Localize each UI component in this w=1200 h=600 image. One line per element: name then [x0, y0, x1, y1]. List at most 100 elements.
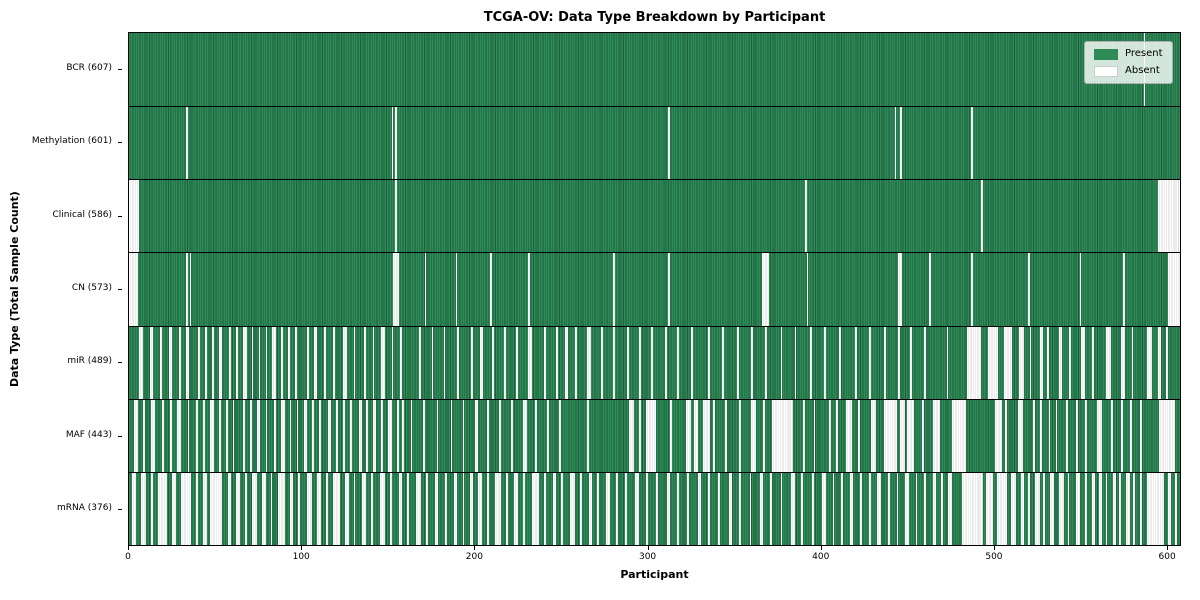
y-axis-tick	[118, 362, 122, 364]
absent-stripe	[780, 325, 783, 399]
y-axis-tick	[118, 215, 122, 217]
absent-stripe	[718, 471, 721, 545]
absent-stripe	[822, 471, 826, 545]
absent-stripe	[251, 325, 254, 399]
absent-stripe	[151, 398, 155, 472]
legend-label-present: Present	[1125, 48, 1163, 59]
row-MAF	[129, 398, 1180, 472]
absent-stripe	[1133, 471, 1136, 545]
absent-stripe	[1058, 325, 1063, 399]
absent-stripe	[410, 398, 413, 472]
absent-stripe	[232, 398, 235, 472]
y-axis-tick	[118, 289, 122, 290]
absent-stripe	[151, 471, 154, 545]
absent-stripe	[395, 179, 397, 253]
absent-stripe	[277, 471, 285, 545]
absent-stripe	[379, 471, 385, 545]
absent-stripe	[929, 252, 932, 326]
absent-stripe	[580, 471, 582, 545]
absent-stripe	[364, 325, 366, 399]
absent-stripe	[1005, 398, 1008, 472]
absent-stripe	[858, 398, 861, 472]
absent-stripe	[1034, 471, 1040, 545]
absent-stripe	[1147, 471, 1165, 545]
absent-stripe	[638, 325, 641, 399]
absent-stripe	[1065, 398, 1068, 472]
absent-stripe	[708, 325, 710, 399]
absent-stripe	[1058, 471, 1065, 545]
absent-stripe	[419, 325, 422, 399]
absent-stripe	[898, 325, 900, 399]
absent-stripe	[905, 471, 909, 545]
absent-stripe	[353, 471, 356, 545]
absent-stripe	[1122, 252, 1125, 326]
absent-stripe	[535, 398, 537, 472]
absent-stripe	[186, 252, 188, 326]
absent-stripe	[668, 106, 671, 180]
absent-stripe	[739, 471, 741, 545]
absent-stripe	[1027, 252, 1030, 326]
absent-stripe	[951, 398, 966, 472]
absent-stripe	[1019, 325, 1025, 399]
absent-stripe	[970, 252, 973, 326]
absent-stripe	[922, 398, 925, 472]
absent-stripe	[1157, 325, 1161, 399]
absent-stripe	[597, 471, 600, 545]
absent-stripe	[761, 252, 769, 326]
absent-stripe	[474, 398, 479, 472]
x-tick-label: 0	[125, 552, 131, 562]
absent-stripe	[870, 398, 876, 472]
absent-stripe	[170, 398, 173, 472]
absent-stripe	[924, 471, 926, 545]
absent-stripe	[811, 471, 814, 545]
absent-stripe	[1033, 398, 1035, 472]
absent-stripe	[431, 325, 434, 399]
absent-stripe	[697, 471, 702, 545]
absent-stripe	[1121, 398, 1123, 472]
absent-stripe	[737, 325, 740, 399]
absent-stripe	[189, 252, 192, 326]
absent-stripe	[988, 325, 999, 399]
x-axis-tick	[647, 546, 649, 550]
absent-stripe	[1157, 179, 1180, 253]
absent-stripe	[810, 325, 812, 399]
absent-stripe	[180, 471, 192, 545]
absent-stripe	[243, 398, 245, 472]
y-row-label-BCR: BCR (607)	[66, 62, 112, 73]
x-axis-tick	[474, 546, 476, 550]
absent-stripe	[685, 398, 691, 472]
absent-stripe	[626, 325, 629, 399]
absent-stripe	[841, 471, 843, 545]
absent-stripe	[813, 398, 816, 472]
absent-stripe	[362, 471, 366, 545]
absent-stripe	[294, 325, 297, 399]
absent-stripe	[236, 325, 238, 399]
absent-stripe	[426, 471, 429, 545]
absent-stripe	[1105, 471, 1108, 545]
absent-stripe	[823, 325, 826, 399]
absent-stripe	[270, 471, 273, 545]
absent-stripe	[1159, 398, 1175, 472]
absent-stripe	[258, 325, 261, 399]
absent-stripe	[218, 325, 223, 399]
absent-stripe	[932, 398, 940, 472]
absent-stripe	[1081, 325, 1085, 399]
absent-stripe	[884, 398, 897, 472]
absent-stripe	[772, 398, 793, 472]
absent-stripe	[528, 325, 532, 399]
absent-stripe	[751, 325, 754, 399]
absent-stripe	[327, 398, 332, 472]
absent-stripe	[528, 252, 531, 326]
absent-stripe	[504, 325, 506, 399]
absent-stripe	[1091, 471, 1096, 545]
absent-stripe	[910, 325, 913, 399]
absent-stripe	[751, 398, 757, 472]
row-miR	[129, 325, 1180, 399]
absent-stripe	[765, 325, 767, 399]
legend-label-absent: Absent	[1125, 65, 1160, 76]
legend-entry-absent: Absent	[1094, 65, 1163, 77]
absent-stripe	[462, 471, 465, 545]
absent-stripe	[303, 398, 308, 472]
absent-stripe	[552, 471, 556, 545]
absent-stripe	[402, 398, 404, 472]
